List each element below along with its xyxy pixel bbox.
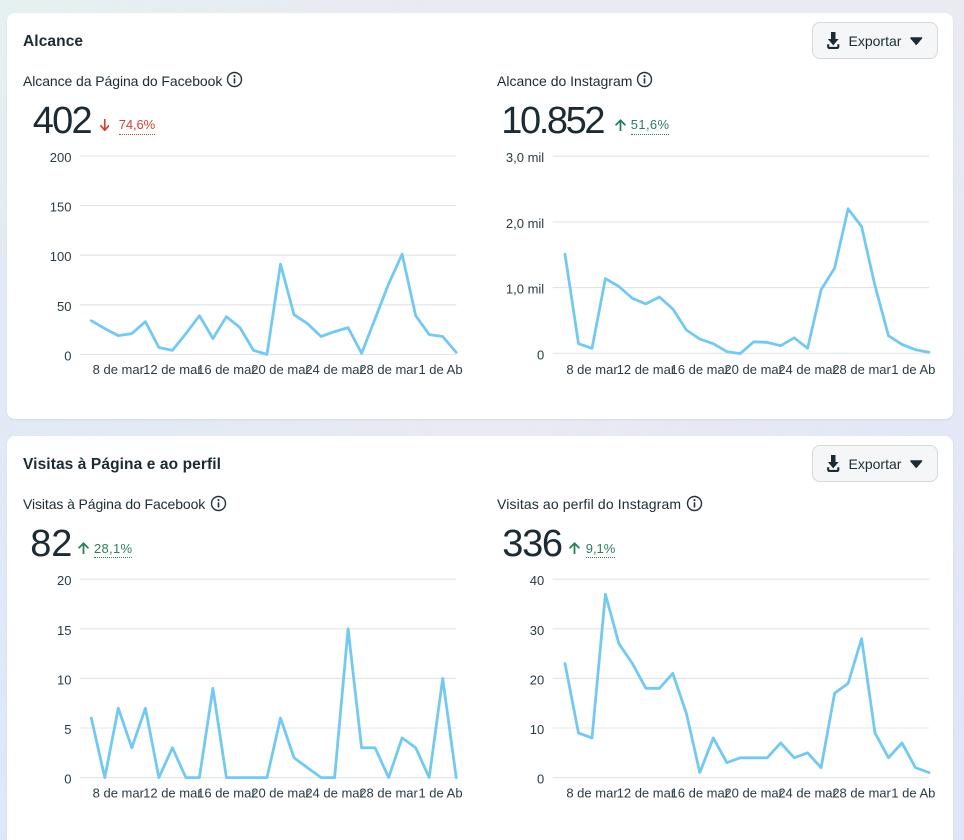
svg-text:8 de mar: 8 de mar — [93, 785, 145, 800]
svg-text:0: 0 — [64, 348, 71, 363]
svg-text:0: 0 — [537, 347, 544, 362]
svg-text:16 de mar: 16 de mar — [197, 785, 256, 800]
svg-text:3,0 mil: 3,0 mil — [506, 150, 544, 165]
svg-text:1 de Abr: 1 de Abr — [418, 362, 462, 377]
svg-text:16 de mar: 16 de mar — [671, 785, 730, 800]
svg-text:12 de mar: 12 de mar — [143, 362, 202, 377]
svg-text:30: 30 — [530, 623, 544, 638]
svg-text:28 de mar: 28 de mar — [359, 785, 418, 800]
svg-text:24 de mar: 24 de mar — [305, 785, 364, 800]
svg-text:20 de mar: 20 de mar — [724, 785, 783, 800]
svg-text:150: 150 — [50, 200, 72, 215]
svg-text:1 de Abr: 1 de Abr — [891, 362, 936, 377]
svg-text:24 de mar: 24 de mar — [305, 362, 364, 377]
svg-text:20: 20 — [530, 672, 544, 687]
svg-text:28 de mar: 28 de mar — [359, 362, 418, 377]
svg-text:8 de mar: 8 de mar — [566, 362, 618, 377]
svg-text:2,0 mil: 2,0 mil — [506, 216, 544, 231]
svg-text:10: 10 — [57, 672, 71, 687]
svg-text:200: 200 — [50, 150, 72, 165]
svg-text:20 de mar: 20 de mar — [251, 785, 310, 800]
svg-text:28 de mar: 28 de mar — [832, 785, 891, 800]
svg-text:1,0 mil: 1,0 mil — [506, 282, 544, 297]
svg-text:100: 100 — [50, 249, 72, 264]
svg-text:20: 20 — [57, 573, 71, 588]
svg-text:28 de mar: 28 de mar — [832, 362, 891, 377]
svg-text:16 de mar: 16 de mar — [671, 362, 730, 377]
svg-text:15: 15 — [57, 623, 71, 638]
svg-text:16 de mar: 16 de mar — [197, 362, 256, 377]
svg-text:0: 0 — [64, 772, 71, 787]
svg-text:5: 5 — [64, 722, 71, 737]
svg-text:20 de mar: 20 de mar — [251, 362, 310, 377]
svg-text:12 de mar: 12 de mar — [143, 785, 202, 800]
svg-text:1 de Abr: 1 de Abr — [891, 785, 936, 800]
svg-text:12 de mar: 12 de mar — [617, 785, 676, 800]
svg-text:8 de mar: 8 de mar — [93, 362, 145, 377]
svg-text:20 de mar: 20 de mar — [724, 362, 783, 377]
svg-text:40: 40 — [530, 573, 544, 588]
svg-text:24 de mar: 24 de mar — [778, 362, 837, 377]
svg-text:1 de Abr: 1 de Abr — [418, 785, 462, 800]
svg-text:24 de mar: 24 de mar — [778, 785, 837, 800]
svg-text:8 de mar: 8 de mar — [566, 785, 618, 800]
svg-text:0: 0 — [537, 772, 544, 787]
svg-text:12 de mar: 12 de mar — [617, 362, 676, 377]
svg-text:50: 50 — [57, 299, 71, 314]
svg-text:10: 10 — [530, 722, 544, 737]
